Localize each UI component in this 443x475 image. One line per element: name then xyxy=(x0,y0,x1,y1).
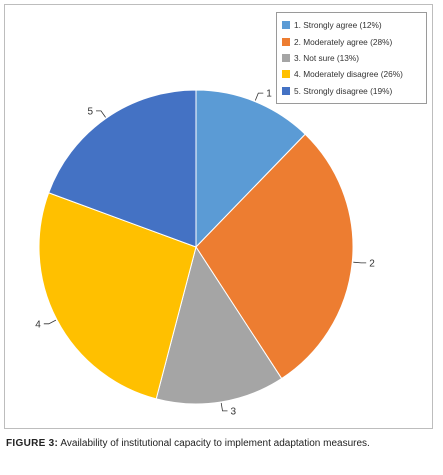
legend-label-5: 5. Strongly disagree (19%) xyxy=(294,85,393,96)
leader-line-2 xyxy=(353,261,367,264)
legend-label-1: 1. Strongly agree (12%) xyxy=(294,20,382,31)
legend-item-5: 5. Strongly disagree (19%) xyxy=(282,83,426,99)
pie-slice-3 xyxy=(155,245,283,405)
legend-swatch-1 xyxy=(282,21,290,30)
figure-frame: 1 2 3 4 5 1. Strongly agree (12%) 2. Moderat… xyxy=(4,4,433,429)
caption-text: Availability of institutional capacity t… xyxy=(60,438,370,449)
legend-swatch-3 xyxy=(282,53,290,62)
legend-swatch-4 xyxy=(282,70,290,79)
figure-caption: FIGURE 3: Availability of institutional … xyxy=(6,437,434,450)
pie-slice-2 xyxy=(195,133,354,380)
leader-line-4 xyxy=(43,319,57,325)
legend-label-4: 4. Moderately disagree (26%) xyxy=(294,69,403,80)
slice-label-1: 1 xyxy=(266,89,272,100)
pie-chart: 1 2 3 4 5 xyxy=(35,89,375,418)
slice-label-5: 5 xyxy=(87,106,93,117)
legend-swatch-5 xyxy=(282,86,290,95)
pie-slice-4 xyxy=(38,192,197,400)
leader-line-3 xyxy=(220,402,228,412)
legend-item-3: 3. Not sure (13%) xyxy=(282,50,426,66)
legend-item-2: 2. Moderately agree (28%) xyxy=(282,33,426,49)
chart-legend: 1. Strongly agree (12%) 2. Moderately ag… xyxy=(276,12,427,104)
slice-label-2: 2 xyxy=(369,258,375,269)
legend-label-3: 3. Not sure (13%) xyxy=(294,52,360,63)
pie-slice-5 xyxy=(48,89,197,248)
pie-slice-1 xyxy=(195,89,306,249)
legend-item-1: 1. Strongly agree (12%) xyxy=(282,17,426,33)
caption-label: FIGURE 3: xyxy=(6,438,59,449)
slice-label-3: 3 xyxy=(231,406,237,417)
slice-label-4: 4 xyxy=(35,319,41,330)
legend-label-2: 2. Moderately agree (28%) xyxy=(294,36,393,47)
leader-line-5 xyxy=(96,110,106,118)
legend-swatch-2 xyxy=(282,37,290,46)
leader-line-1 xyxy=(254,92,264,101)
legend-item-4: 4. Moderately disagree (26%) xyxy=(282,66,426,82)
